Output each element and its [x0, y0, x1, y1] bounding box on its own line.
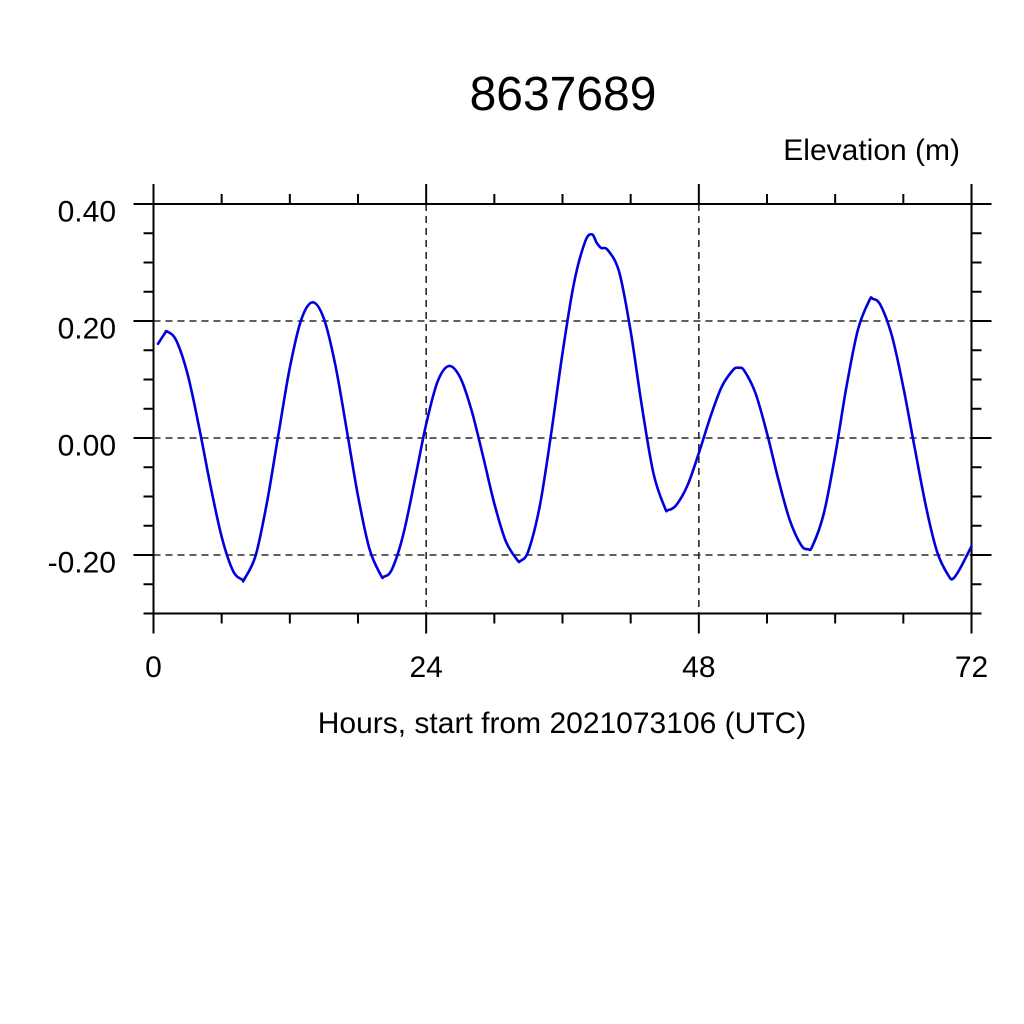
- plot-frame: [152, 203, 973, 615]
- x-tick-label: 48: [682, 651, 715, 684]
- chart-title: 8637689: [470, 68, 657, 121]
- x-tick-label: 72: [955, 651, 988, 684]
- x-tick-label: 24: [409, 651, 442, 684]
- y-tick-label: -0.20: [48, 547, 116, 580]
- x-axis-label: Hours, start from 2021073106 (UTC): [318, 707, 807, 740]
- plot-area: 0 24 48 72 -0.20 0.00 0.20 0.40: [48, 184, 992, 684]
- y-tick-label: 0.40: [58, 196, 116, 229]
- elevation-curve: [156, 232, 973, 583]
- y-axis-title: Elevation (m): [783, 134, 960, 167]
- y-tick-label: 0.20: [58, 313, 116, 346]
- y-tick-label: 0.00: [58, 430, 116, 463]
- x-tick-label: 0: [145, 651, 162, 684]
